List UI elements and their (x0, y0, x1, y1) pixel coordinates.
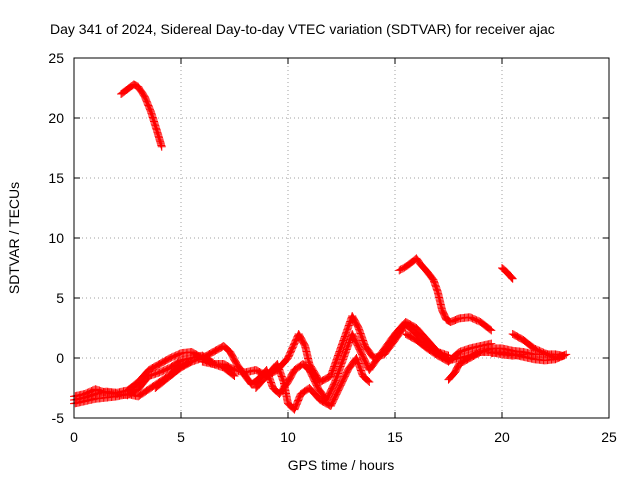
series-a06 (198, 312, 453, 386)
data-point (508, 274, 517, 283)
series-a09 (498, 264, 517, 283)
y-axis-label: SDTVAR / TECUs (6, 182, 22, 294)
series-a08 (395, 254, 496, 335)
y-tick-label: 15 (48, 170, 64, 186)
y-tick-label: -5 (52, 410, 65, 426)
data-point (363, 376, 372, 384)
data-point (427, 273, 436, 282)
axis-ticks: 0 5 10 15 20 25 -5 0 5 10 15 20 25 (48, 50, 617, 445)
series-a13 (487, 348, 571, 365)
data-point (129, 80, 138, 89)
data-point (364, 377, 373, 385)
data-point (560, 351, 569, 359)
chart-title: Day 341 of 2024, Sidereal Day-to-day VTE… (50, 21, 555, 37)
data-point (365, 378, 374, 386)
x-tick-label: 25 (601, 429, 617, 445)
y-tick-label: 0 (56, 350, 64, 366)
data-point (487, 339, 496, 348)
data-point (157, 142, 166, 151)
y-tick-label: 10 (48, 230, 64, 246)
y-tick-label: 5 (56, 290, 64, 306)
series-a04 (117, 80, 166, 151)
data-point (487, 326, 496, 335)
data-points (70, 80, 571, 414)
data-point (485, 324, 494, 333)
y-tick-label: 25 (48, 50, 64, 66)
x-tick-label: 15 (387, 429, 403, 445)
x-axis-label: GPS time / hours (288, 457, 395, 473)
data-point (507, 274, 516, 282)
data-point (486, 325, 495, 334)
x-tick-label: 20 (494, 429, 510, 445)
series-a11 (401, 330, 496, 366)
y-tick-label: 20 (48, 110, 64, 126)
series-a07 (251, 354, 374, 414)
data-point (442, 315, 451, 324)
data-point (507, 273, 516, 282)
data-point (325, 372, 334, 381)
x-tick-label: 0 (70, 429, 78, 445)
x-tick-label: 5 (177, 429, 185, 445)
data-point (443, 316, 452, 325)
x-tick-label: 10 (280, 429, 296, 445)
data-point (562, 350, 571, 359)
data-point (130, 81, 139, 89)
